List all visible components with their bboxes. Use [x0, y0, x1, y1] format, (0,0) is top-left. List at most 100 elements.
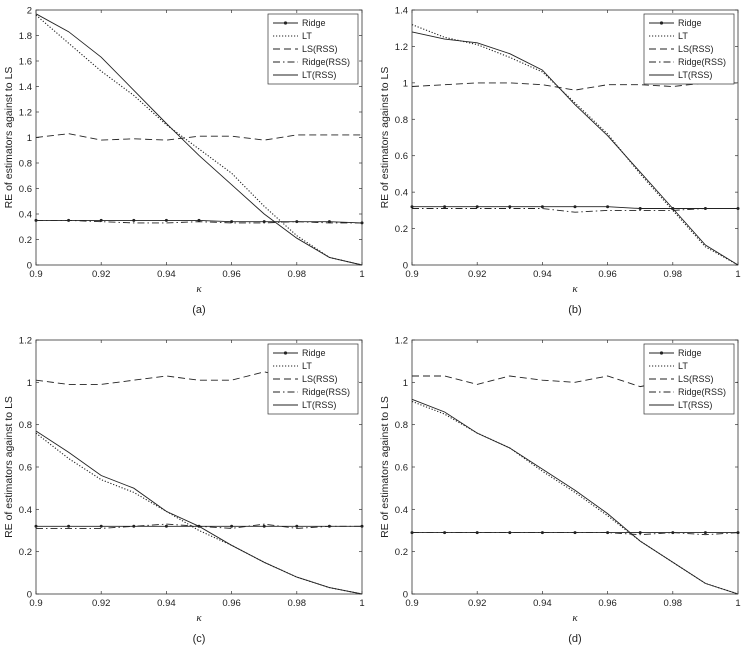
data-point: [164, 218, 168, 222]
data-point: [132, 218, 136, 222]
legend-entry: LT: [678, 31, 688, 41]
data-point: [99, 524, 103, 528]
data-point: [197, 218, 201, 222]
data-point: [295, 524, 299, 528]
series-line-lt: [411, 400, 739, 595]
legend-entry: Ridge(RSS): [302, 57, 350, 67]
y-tick-label: 1: [403, 78, 408, 89]
data-point: [671, 531, 675, 535]
y-tick-label: 0.4: [395, 188, 408, 199]
x-tick-label: 0.92: [92, 598, 111, 609]
y-axis-label: RE of estimators against to LS: [379, 67, 391, 209]
y-tick-label: 1.4: [395, 6, 408, 17]
data-point: [262, 220, 266, 224]
x-axis-label: κ: [572, 283, 578, 295]
data-point: [475, 531, 479, 535]
x-axis-label: κ: [572, 612, 578, 624]
data-point: [262, 524, 266, 528]
x-tick-label: 0.96: [222, 598, 241, 609]
data-point: [230, 524, 234, 528]
y-tick-label: 0.2: [395, 224, 408, 235]
y-tick-label: 1.4: [19, 82, 32, 93]
legend-entry: LT(RSS): [678, 400, 712, 410]
plot-frame: [411, 9, 739, 266]
series-line-lsrss: [35, 133, 362, 141]
chart-panel-d: 0.9 0.92 0.94 0.96 0.98 1 0 0.2 0.4 0.6 0.8 1 1.2 κ RE…: [379, 336, 741, 646]
x-tick-label: 0.96: [222, 269, 241, 280]
x-tick-label: 0.94: [533, 269, 552, 280]
y-tick-label: 0: [403, 590, 408, 601]
x-tick-label: 1: [735, 598, 740, 609]
y-axis-label: RE of estimators against to LS: [3, 67, 15, 209]
x-tick-label: 0.98: [288, 598, 307, 609]
series-line-ridgerss: [36, 219, 362, 224]
x-tick-label: 1: [735, 269, 740, 280]
y-tick-label: 0.2: [19, 235, 32, 246]
series-line-lt: [411, 24, 739, 266]
legend-marker: [283, 21, 288, 25]
chart-panel-a: 0.9 0.92 0.94 0.96 0.98 1 0 0.2 0.4 0.6 0.8 1 1.2 1.4…: [3, 6, 365, 317]
y-tick-label: 0.2: [395, 547, 408, 558]
chart-panel-b: 0.9 0.92 0.94 0.96 0.98 1 0 0.2 0.4 0.6 0.8 1 1.2 1.4…: [379, 6, 741, 317]
x-tick-label: 0.94: [157, 269, 176, 280]
x-tick-label: 0.96: [598, 598, 617, 609]
y-tick-label: 2: [27, 6, 32, 17]
series-line-ltrss: [35, 430, 363, 595]
legend-entry: Ridge(RSS): [678, 57, 726, 67]
data-point: [573, 205, 577, 209]
y-axis-label: RE of estimators against to LS: [379, 396, 391, 538]
series-line-ridgerss: [412, 208, 738, 213]
y-tick-label: 0.6: [395, 151, 408, 162]
data-point: [164, 524, 168, 528]
data-point: [606, 205, 610, 209]
x-tick-label: 0.9: [29, 598, 42, 609]
data-point: [736, 207, 740, 211]
x-tick-label: 0.98: [288, 269, 307, 280]
x-tick-label: 0.9: [29, 269, 42, 280]
x-tick-label: 1: [359, 598, 364, 609]
x-tick-label: 0.94: [157, 598, 176, 609]
legend-entry: LT(RSS): [678, 70, 712, 80]
legend-box: [267, 343, 359, 415]
data-point: [508, 205, 512, 209]
panel-caption: (b): [568, 304, 581, 316]
data-point: [34, 524, 38, 528]
y-tick-label: 0.6: [395, 463, 408, 474]
data-point: [638, 207, 642, 211]
data-point: [736, 531, 740, 535]
y-tick-label: 0: [27, 590, 32, 601]
y-axis-label: RE of estimators against to LS: [3, 396, 15, 538]
x-axis-label: κ: [196, 283, 202, 295]
y-tick-label: 0.2: [19, 547, 32, 558]
x-tick-label: 0.9: [405, 598, 418, 609]
x-tick-label: 0.92: [468, 598, 487, 609]
y-tick-label: 1.8: [19, 31, 32, 42]
x-tick-label: 0.92: [92, 269, 111, 280]
legend-entry: LS(RSS): [678, 44, 714, 54]
y-tick-label: 0.6: [19, 184, 32, 195]
data-point: [327, 220, 331, 224]
y-tick-label: 1.2: [19, 108, 32, 119]
data-point: [638, 531, 642, 535]
series-line-lt: [35, 432, 363, 595]
legend-entry: Ridge: [302, 18, 326, 28]
series-line-lt: [35, 14, 363, 266]
data-point: [360, 221, 364, 225]
y-tick-label: 0: [27, 261, 32, 272]
y-tick-label: 1: [27, 133, 32, 144]
legend-entry: Ridge: [678, 18, 702, 28]
legend-entry: Ridge(RSS): [678, 387, 726, 397]
legend-entry: LT: [302, 31, 312, 41]
data-point: [703, 531, 707, 535]
legend-entry: LS(RSS): [302, 44, 338, 54]
y-tick-label: 1.2: [395, 336, 408, 347]
data-point: [360, 524, 364, 528]
data-point: [99, 218, 103, 222]
legend-box: [643, 13, 735, 85]
legend-entry: LS(RSS): [678, 374, 714, 384]
data-point: [475, 205, 479, 209]
y-tick-label: 1: [27, 378, 32, 389]
legend-entry: LT: [302, 361, 312, 371]
chart-panel-c: 0.9 0.92 0.94 0.96 0.98 1 0 0.2 0.4 0.6 0.8 1 1.2 κ RE…: [3, 336, 365, 646]
